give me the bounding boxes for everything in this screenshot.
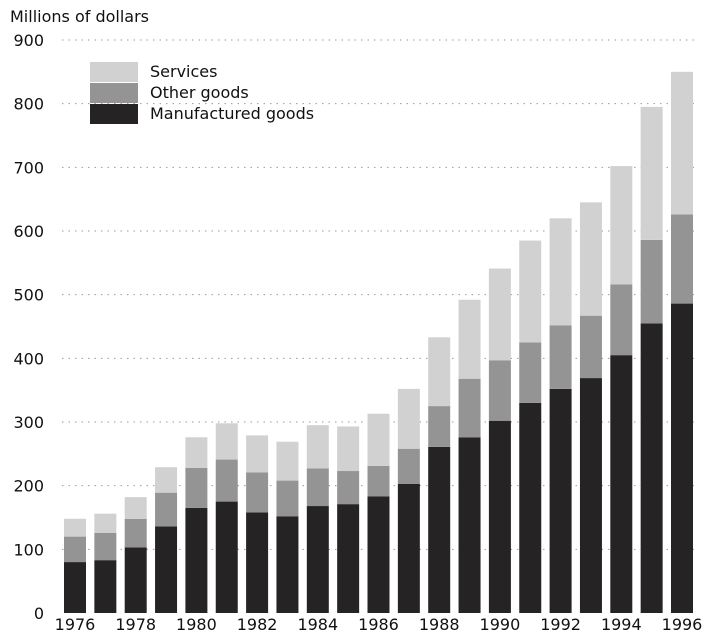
bar-segment-other-goods-1981: [215, 459, 238, 502]
legend-swatch-other-goods: [90, 83, 138, 103]
y-tick-label: 700: [13, 158, 44, 177]
bar-segment-other-goods-1992: [549, 325, 572, 389]
x-tick-label: 1984: [297, 615, 338, 632]
bar-segment-manufactured-goods-1979: [155, 526, 178, 613]
y-tick-label: 800: [13, 95, 44, 114]
bar-segment-manufactured-goods-1980: [185, 507, 208, 613]
bar-segment-services-1995: [640, 106, 663, 240]
bar-segment-manufactured-goods-1983: [276, 516, 299, 613]
bar-segment-other-goods-1984: [306, 468, 329, 507]
bar-segment-services-1982: [246, 435, 269, 473]
bar-segment-manufactured-goods-1989: [458, 437, 481, 613]
bar-segment-manufactured-goods-1981: [215, 501, 238, 613]
y-tick-label: 900: [13, 31, 44, 50]
legend-swatch-manufactured-goods: [90, 104, 138, 124]
x-tick-label: 1986: [358, 615, 399, 632]
x-tick-label: 1992: [540, 615, 581, 632]
y-tick-label: 300: [13, 413, 44, 432]
bar-segment-other-goods-1990: [488, 360, 511, 421]
bar-segment-other-goods-1989: [458, 378, 481, 438]
bar-segment-services-1983: [276, 441, 299, 481]
bar-segment-other-goods-1978: [124, 518, 147, 548]
bar-segment-manufactured-goods-1987: [397, 483, 420, 613]
x-tick-label: 1996: [662, 615, 703, 632]
legend-swatch-services: [90, 62, 138, 82]
bar-segment-other-goods-1995: [640, 239, 663, 324]
bar-segment-other-goods-1988: [428, 406, 451, 447]
bar-segment-services-1978: [124, 497, 147, 519]
bar-segment-manufactured-goods-1996: [671, 303, 693, 613]
bar-segment-other-goods-1985: [337, 471, 360, 505]
bar-segment-other-goods-1980: [185, 467, 208, 508]
bar-segment-other-goods-1986: [367, 465, 390, 497]
x-tick-label: 1976: [55, 615, 96, 632]
bar-segment-services-1984: [306, 425, 329, 469]
legend: Services Other goods Manufactured goods: [90, 62, 314, 124]
bars: [64, 71, 693, 613]
bar-segment-other-goods-1987: [397, 448, 420, 484]
bar-segment-manufactured-goods-1988: [428, 446, 451, 613]
y-tick-label: 500: [13, 286, 44, 305]
bar-segment-services-1986: [367, 413, 390, 466]
bar-segment-other-goods-1983: [276, 480, 299, 517]
bar-segment-services-1976: [64, 518, 86, 537]
bar-segment-services-1990: [488, 268, 511, 361]
bar-segment-manufactured-goods-1992: [549, 388, 572, 613]
bar-segment-services-1992: [549, 218, 572, 326]
bar-segment-services-1979: [155, 467, 178, 493]
bar-segment-services-1991: [519, 240, 542, 343]
bar-segment-other-goods-1994: [610, 284, 633, 356]
bar-segment-other-goods-1996: [671, 214, 693, 304]
bar-segment-services-1988: [428, 337, 451, 407]
legend-label-services: Services: [150, 62, 217, 81]
bar-segment-manufactured-goods-1976: [64, 562, 86, 613]
bar-segment-other-goods-1979: [155, 492, 178, 527]
x-tick-label: 1988: [419, 615, 460, 632]
bar-segment-services-1985: [337, 426, 360, 472]
bar-segment-services-1980: [185, 437, 208, 468]
y-tick-label: 100: [13, 540, 44, 559]
bar-segment-services-1993: [579, 202, 602, 316]
x-tick-label: 1990: [480, 615, 521, 632]
legend-label-manufactured-goods: Manufactured goods: [150, 104, 314, 123]
y-axis-ticks: 0 100 200 300 400 500 600 700 800 900: [13, 31, 44, 623]
bar-segment-other-goods-1976: [64, 536, 86, 563]
y-tick-label: 600: [13, 222, 44, 241]
bar-segment-manufactured-goods-1985: [337, 504, 360, 613]
y-tick-label: 400: [13, 349, 44, 368]
y-axis-label: Millions of dollars: [10, 7, 149, 26]
bar-segment-services-1977: [94, 513, 117, 533]
x-tick-label: 1994: [601, 615, 642, 632]
bar-segment-manufactured-goods-1990: [488, 420, 511, 613]
legend-label-other-goods: Other goods: [150, 83, 249, 102]
x-tick-label: 1978: [115, 615, 156, 632]
bar-segment-manufactured-goods-1978: [124, 547, 147, 613]
bar-segment-manufactured-goods-1982: [246, 512, 269, 613]
bar-segment-manufactured-goods-1984: [306, 506, 329, 613]
y-tick-label: 200: [13, 477, 44, 496]
bar-segment-manufactured-goods-1994: [610, 355, 633, 613]
x-tick-label: 1980: [176, 615, 217, 632]
bar-segment-manufactured-goods-1991: [519, 402, 542, 613]
x-axis-ticks: 1976 1978 1980 1982 1984 1986 1988 1990 1992 1994…: [55, 615, 703, 632]
bar-segment-services-1989: [458, 299, 481, 379]
bar-segment-other-goods-1977: [94, 532, 117, 561]
y-tick-label: 0: [34, 604, 44, 623]
bar-segment-services-1996: [671, 71, 693, 215]
bar-segment-other-goods-1982: [246, 472, 269, 513]
bar-segment-services-1994: [610, 166, 633, 285]
bar-segment-other-goods-1993: [579, 315, 602, 379]
bar-segment-services-1987: [397, 388, 420, 449]
bar-segment-manufactured-goods-1977: [94, 560, 117, 613]
bar-segment-manufactured-goods-1986: [367, 496, 390, 613]
bar-segment-manufactured-goods-1993: [579, 378, 602, 613]
bar-segment-other-goods-1991: [519, 342, 542, 403]
x-tick-label: 1982: [237, 615, 278, 632]
bar-segment-services-1981: [215, 423, 238, 460]
bar-segment-manufactured-goods-1995: [640, 323, 663, 613]
